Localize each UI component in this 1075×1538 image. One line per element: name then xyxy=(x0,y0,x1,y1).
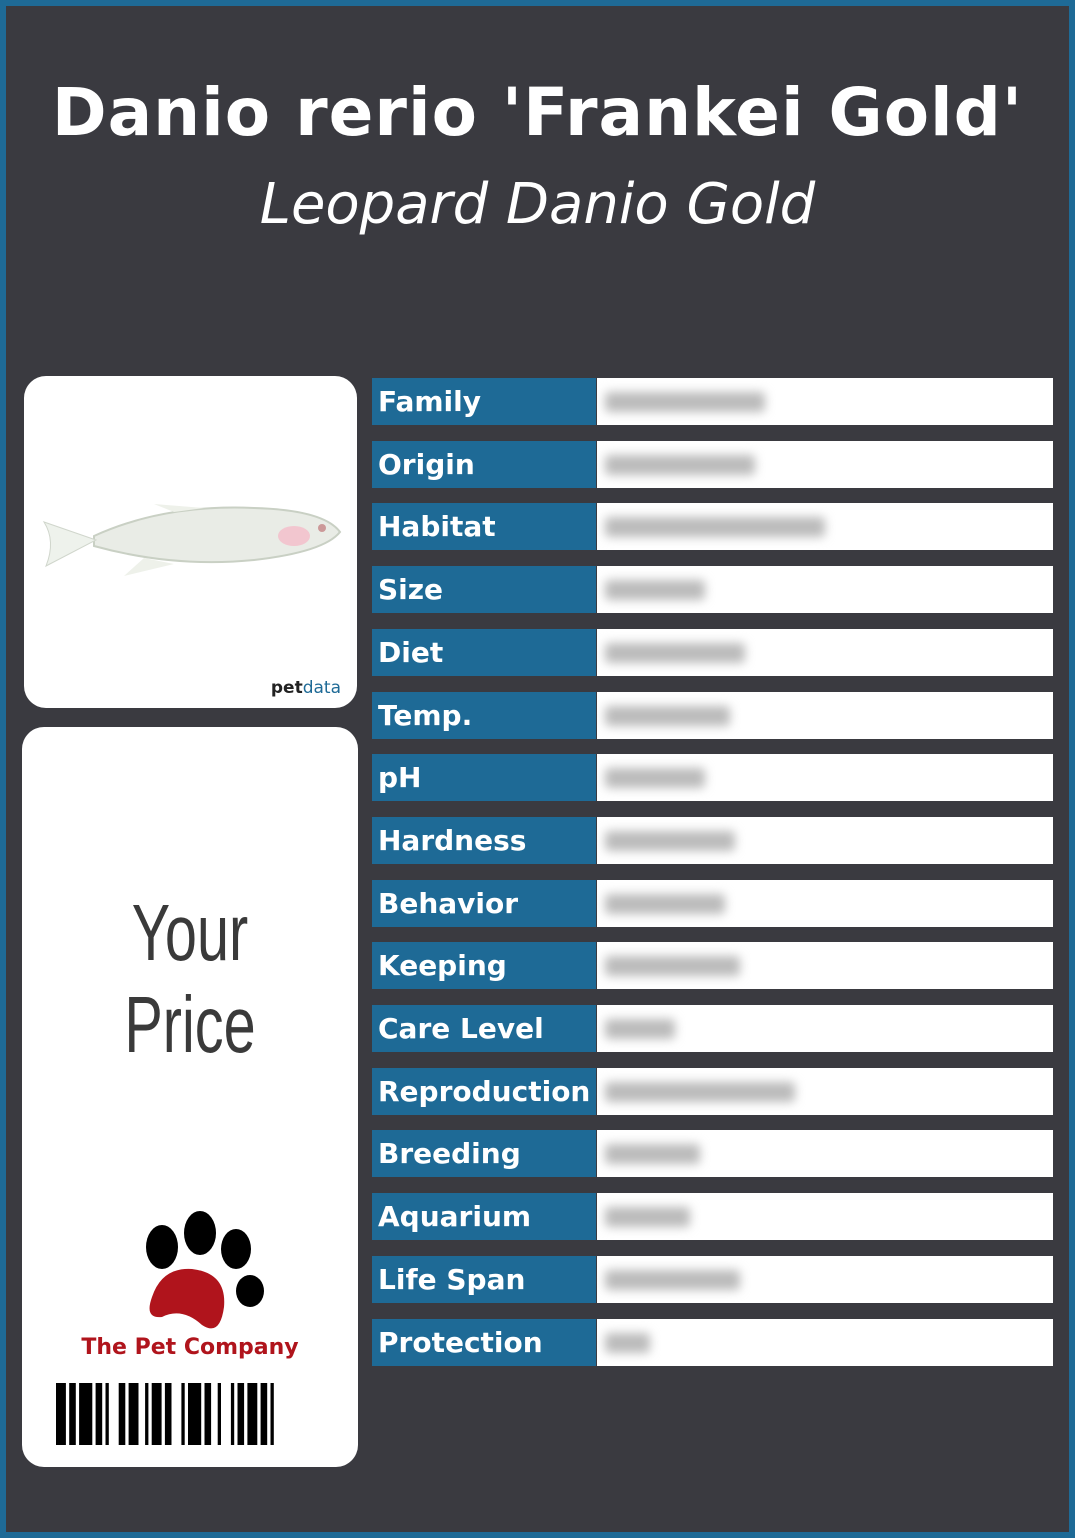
image-panel: petdata xyxy=(24,376,357,708)
blurred-value xyxy=(605,893,725,914)
spec-value xyxy=(597,754,1053,802)
spec-row: Habitat xyxy=(372,503,1053,551)
barcode-bar xyxy=(151,1383,162,1445)
blurred-value xyxy=(605,1144,700,1165)
blurred-value xyxy=(605,1269,740,1290)
brand-suffix: data xyxy=(302,678,341,698)
blurred-value xyxy=(605,1081,795,1102)
blurred-value xyxy=(605,1332,650,1353)
spec-value xyxy=(597,691,1053,739)
barcode-bar xyxy=(237,1383,245,1445)
barcode-bar xyxy=(181,1383,185,1445)
spec-label: Keeping xyxy=(372,942,596,990)
spec-row: Breeding xyxy=(372,1130,1053,1178)
barcode-bar xyxy=(247,1383,258,1445)
spec-value xyxy=(597,879,1053,927)
barcode-bar xyxy=(204,1383,212,1445)
spec-label: Breeding xyxy=(372,1130,596,1178)
barcode-bar xyxy=(95,1383,103,1445)
spec-label: Size xyxy=(372,566,596,614)
blurred-value xyxy=(605,705,730,726)
spec-label: Protection xyxy=(372,1318,596,1366)
barcode-bar xyxy=(164,1383,172,1445)
spec-value xyxy=(597,566,1053,614)
barcode-bar xyxy=(188,1383,202,1445)
spec-label: pH xyxy=(372,754,596,802)
spec-label: Behavior xyxy=(372,879,596,927)
spec-row: Temp. xyxy=(372,691,1053,739)
spec-label: Temp. xyxy=(372,691,596,739)
barcode-bar xyxy=(270,1383,274,1445)
barcode-bar xyxy=(69,1383,76,1445)
spec-row: Family xyxy=(372,378,1053,425)
blurred-value xyxy=(605,830,735,851)
barcode-bar xyxy=(118,1383,126,1445)
spec-row: Diet xyxy=(372,628,1053,676)
spec-row: Origin xyxy=(372,440,1053,488)
blurred-value xyxy=(605,392,765,412)
spec-label: Life Span xyxy=(372,1255,596,1303)
blurred-value xyxy=(605,956,740,977)
spec-row: Reproduction xyxy=(372,1067,1053,1115)
barcode xyxy=(56,1383,274,1445)
blurred-value xyxy=(605,580,705,601)
barcode-bar xyxy=(260,1383,268,1445)
spec-label: Hardness xyxy=(372,816,596,864)
company-name: The Pet Company xyxy=(81,1335,299,1360)
barcode-bar xyxy=(79,1383,93,1445)
spec-value xyxy=(597,440,1053,488)
spec-value xyxy=(597,1255,1053,1303)
blurred-value xyxy=(605,517,825,538)
spec-row: Size xyxy=(372,566,1053,614)
spec-value xyxy=(597,378,1053,425)
spec-label: Reproduction xyxy=(372,1067,596,1115)
spec-value xyxy=(597,503,1053,551)
spec-label: Habitat xyxy=(372,503,596,551)
spec-value xyxy=(597,1193,1053,1241)
spec-label: Aquarium xyxy=(372,1193,596,1241)
spec-row: Behavior xyxy=(372,879,1053,927)
price-label: Your Price xyxy=(124,888,256,1069)
spec-row: pH xyxy=(372,754,1053,802)
barcode-bar xyxy=(56,1383,66,1445)
spec-label: Diet xyxy=(372,628,596,676)
blurred-value xyxy=(605,642,745,663)
spec-value xyxy=(597,1005,1053,1052)
spec-label: Origin xyxy=(372,440,596,488)
barcode-bar xyxy=(145,1383,149,1445)
blurred-value xyxy=(605,1019,675,1039)
spec-row: Life Span xyxy=(372,1255,1053,1303)
spec-value xyxy=(597,1318,1053,1366)
blurred-value xyxy=(605,454,755,475)
spec-value xyxy=(597,816,1053,864)
price-panel: Your Price The Pet Company xyxy=(22,727,358,1467)
blurred-value xyxy=(605,768,705,789)
spec-row: Protection xyxy=(372,1318,1053,1366)
spec-value xyxy=(597,942,1053,990)
subtitle: Leopard Danio Gold xyxy=(259,172,816,237)
spec-row: Aquarium xyxy=(372,1193,1053,1241)
barcode-bar xyxy=(128,1383,139,1445)
spec-row: Care Level xyxy=(372,1005,1053,1052)
spec-label: Family xyxy=(372,378,596,425)
title: Danio rerio 'Frankei Gold' xyxy=(51,74,1024,151)
blurred-value xyxy=(605,1207,690,1228)
spec-row: Hardness xyxy=(372,816,1053,864)
spec-value xyxy=(597,628,1053,676)
paw-logo xyxy=(146,1211,264,1329)
barcode-bar xyxy=(230,1383,235,1445)
spec-value xyxy=(597,1130,1053,1178)
spec-label: Care Level xyxy=(372,1005,596,1052)
brand-prefix: pet xyxy=(270,678,303,698)
spec-value xyxy=(597,1067,1053,1115)
fish-image xyxy=(42,504,342,576)
barcode-bar xyxy=(105,1383,109,1445)
brand: petdata xyxy=(271,678,341,698)
spec-row: Keeping xyxy=(372,942,1053,990)
barcode-bar xyxy=(217,1383,221,1445)
